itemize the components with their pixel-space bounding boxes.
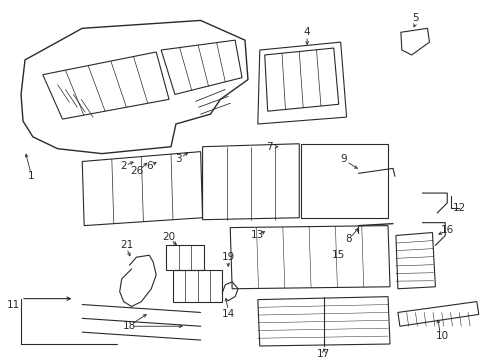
- Text: 15: 15: [331, 250, 345, 260]
- Text: 8: 8: [345, 234, 351, 244]
- Text: 10: 10: [435, 331, 448, 341]
- Text: 11: 11: [6, 300, 20, 310]
- Text: 1: 1: [27, 171, 34, 181]
- Text: 13: 13: [251, 230, 264, 240]
- Text: 20: 20: [162, 233, 175, 243]
- Text: 2: 2: [120, 161, 127, 171]
- Text: 18: 18: [122, 321, 136, 331]
- Text: 16: 16: [440, 225, 453, 235]
- Text: 17: 17: [317, 349, 330, 359]
- Bar: [173, 270, 222, 302]
- Text: 4: 4: [303, 27, 310, 37]
- Text: 6: 6: [146, 161, 152, 171]
- Text: 26: 26: [130, 166, 143, 176]
- Text: 21: 21: [120, 240, 133, 250]
- Text: 9: 9: [340, 153, 346, 163]
- Text: 5: 5: [411, 13, 418, 23]
- Bar: [166, 246, 203, 270]
- Text: 12: 12: [451, 203, 465, 213]
- Text: 19: 19: [221, 252, 234, 262]
- Text: 7: 7: [266, 142, 272, 152]
- Text: 3: 3: [175, 153, 182, 163]
- Text: 14: 14: [221, 309, 234, 319]
